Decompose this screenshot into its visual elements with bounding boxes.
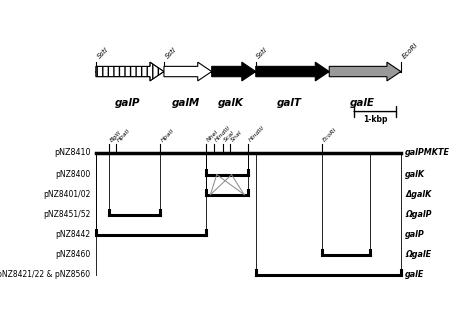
- Text: galE: galE: [350, 98, 375, 108]
- Text: pNZ8442: pNZ8442: [55, 230, 91, 239]
- Text: galPMKTE: galPMKTE: [405, 149, 450, 157]
- Text: ΩgalE: ΩgalE: [405, 250, 431, 259]
- Text: HpaII: HpaII: [116, 128, 131, 143]
- Text: HpaII: HpaII: [160, 128, 175, 143]
- FancyArrow shape: [329, 62, 401, 81]
- Text: pNZ8401/02: pNZ8401/02: [43, 190, 91, 199]
- Text: SstI: SstI: [96, 46, 109, 60]
- Text: pNZ8421/22 & pNZ8560: pNZ8421/22 & pNZ8560: [0, 270, 91, 279]
- Text: pNZ8460: pNZ8460: [55, 250, 91, 259]
- Text: galK: galK: [218, 98, 244, 108]
- FancyArrow shape: [164, 62, 212, 81]
- Text: EcoRI: EcoRI: [322, 127, 338, 143]
- Text: SstI: SstI: [164, 46, 177, 60]
- Text: pNZ8451/52: pNZ8451/52: [43, 210, 91, 219]
- FancyArrow shape: [256, 62, 329, 81]
- Text: galP: galP: [405, 230, 425, 239]
- Text: HindIII: HindIII: [213, 125, 231, 143]
- Text: SstI: SstI: [256, 46, 269, 60]
- FancyArrow shape: [96, 62, 164, 81]
- Text: galM: galM: [172, 98, 200, 108]
- Text: galT: galT: [276, 98, 301, 108]
- Text: ΩgalP: ΩgalP: [405, 210, 432, 219]
- Text: galK: galK: [405, 170, 426, 179]
- Text: galP: galP: [114, 98, 140, 108]
- FancyArrow shape: [212, 62, 256, 81]
- Text: HindIII: HindIII: [248, 125, 266, 143]
- Text: BglII: BglII: [109, 130, 122, 143]
- Text: pNZ8400: pNZ8400: [55, 170, 91, 179]
- Text: 1-kbp: 1-kbp: [363, 115, 387, 124]
- Text: ScaI: ScaI: [223, 130, 236, 143]
- Text: galE: galE: [405, 270, 425, 279]
- Text: ΔgalK: ΔgalK: [405, 190, 432, 199]
- Text: SnaI: SnaI: [230, 130, 243, 143]
- Text: pNZ8410: pNZ8410: [54, 149, 91, 157]
- Text: NheI: NheI: [206, 129, 220, 143]
- Text: EcoRI: EcoRI: [401, 42, 419, 60]
